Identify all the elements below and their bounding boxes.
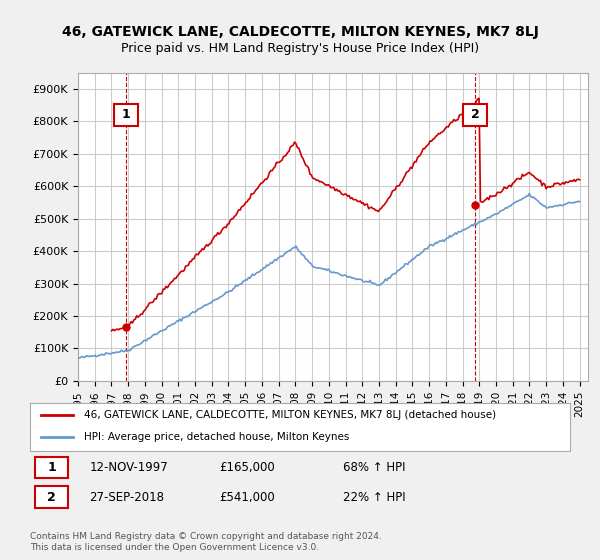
Text: 27-SEP-2018: 27-SEP-2018: [89, 491, 164, 503]
FancyBboxPatch shape: [463, 104, 487, 127]
FancyBboxPatch shape: [35, 457, 68, 478]
Text: 2: 2: [471, 109, 479, 122]
Text: 68% ↑ HPI: 68% ↑ HPI: [343, 461, 406, 474]
Text: Price paid vs. HM Land Registry's House Price Index (HPI): Price paid vs. HM Land Registry's House …: [121, 42, 479, 55]
Text: 1: 1: [122, 109, 130, 122]
Text: £165,000: £165,000: [219, 461, 275, 474]
FancyBboxPatch shape: [35, 486, 68, 508]
Text: 1: 1: [47, 461, 56, 474]
Text: 22% ↑ HPI: 22% ↑ HPI: [343, 491, 406, 503]
Text: 2: 2: [47, 491, 56, 503]
FancyBboxPatch shape: [114, 104, 137, 127]
Text: 46, GATEWICK LANE, CALDECOTTE, MILTON KEYNES, MK7 8LJ: 46, GATEWICK LANE, CALDECOTTE, MILTON KE…: [62, 25, 538, 39]
Text: 12-NOV-1997: 12-NOV-1997: [89, 461, 168, 474]
Text: 46, GATEWICK LANE, CALDECOTTE, MILTON KEYNES, MK7 8LJ (detached house): 46, GATEWICK LANE, CALDECOTTE, MILTON KE…: [84, 410, 496, 420]
Text: £541,000: £541,000: [219, 491, 275, 503]
Text: Contains HM Land Registry data © Crown copyright and database right 2024.
This d: Contains HM Land Registry data © Crown c…: [30, 532, 382, 552]
Text: HPI: Average price, detached house, Milton Keynes: HPI: Average price, detached house, Milt…: [84, 432, 349, 442]
